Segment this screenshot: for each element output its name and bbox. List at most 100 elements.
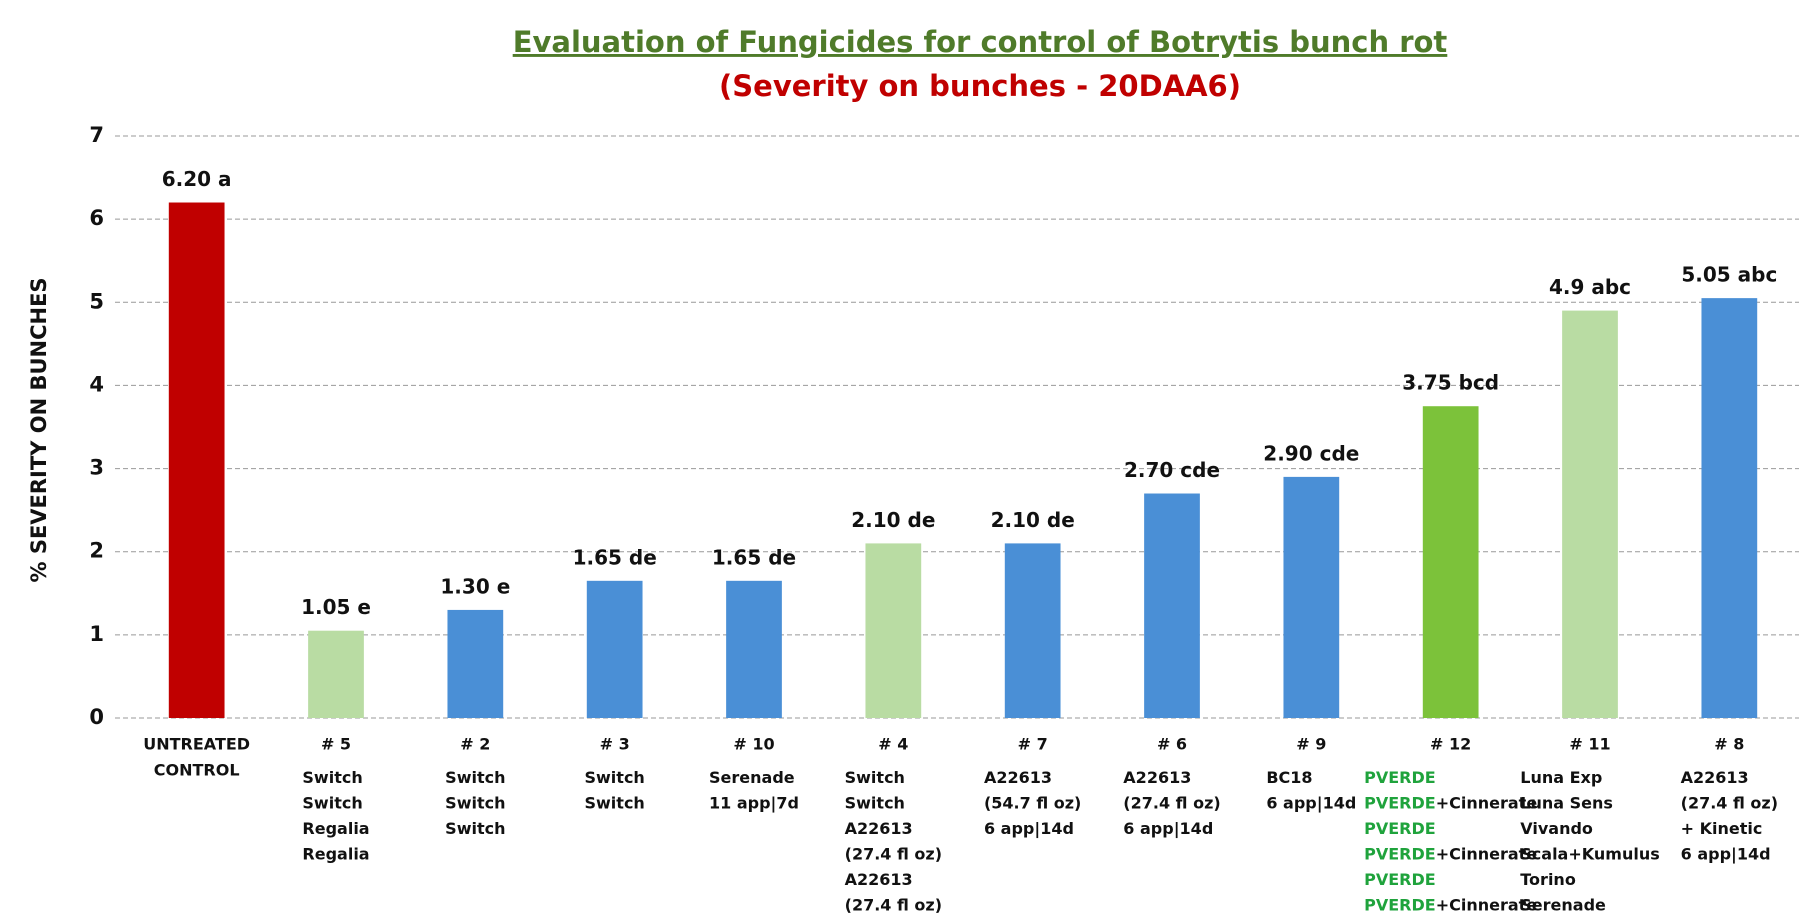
y-tick-label: 4 [89, 372, 104, 396]
treatment-text: PVERDE [1364, 768, 1436, 787]
treatment-text: Switch [445, 768, 505, 787]
treatment-label: (27.4 fl oz) [845, 844, 942, 863]
treatment-text: 6 app|14d [1123, 819, 1213, 839]
treatment-label: 6 app|14d [1123, 819, 1213, 839]
bar [1701, 298, 1758, 718]
treatment-text: Switch [585, 768, 645, 787]
value-label: 1.65 de [712, 545, 796, 569]
treatment-text: Luna Sens [1520, 793, 1613, 812]
x-tick-label: CONTROL [154, 761, 240, 780]
treatment-label: Switch [445, 819, 505, 838]
bar [168, 202, 225, 718]
treatment-text: +Cinnerate [1436, 793, 1538, 812]
treatment-text: Torino [1520, 870, 1576, 889]
treatment-text: + Kinetic [1681, 819, 1763, 838]
x-tick-label: # 6 [1157, 735, 1187, 754]
treatment-label: Torino [1520, 870, 1576, 889]
treatment-label: Scala+Kumulus [1520, 844, 1659, 863]
treatment-label: (27.4 fl oz) [845, 895, 942, 914]
treatment-label: Luna Exp [1520, 768, 1602, 787]
value-label: 2.10 de [991, 508, 1075, 532]
bar [1562, 310, 1618, 718]
treatment-label: PVERDE+Cinnerate [1364, 844, 1537, 863]
treatment-text: 6 app|14d [1681, 844, 1771, 864]
x-tick-label: # 8 [1714, 735, 1744, 754]
treatment-label: Vivando [1520, 819, 1593, 838]
treatment-text: (54.7 fl oz) [984, 793, 1081, 812]
treatment-label: PVERDE+Cinnerate [1364, 895, 1537, 914]
treatment-label: + Kinetic [1681, 819, 1763, 838]
treatment-text: A22613 [845, 870, 913, 889]
treatment-text: Serenade [1520, 895, 1606, 914]
treatment-label: A22613 [984, 768, 1052, 787]
treatment-text: Regalia [302, 844, 369, 863]
x-tick-label: # 7 [1018, 735, 1048, 754]
treatment-label: (27.4 fl oz) [1123, 793, 1220, 812]
treatment-text: A22613 [845, 819, 913, 838]
treatment-text: Regalia [302, 819, 369, 838]
chart-title: Evaluation of Fungicides for control of … [513, 25, 1448, 59]
treatment-text: PVERDE [1364, 844, 1436, 863]
treatment-text: Luna Exp [1520, 768, 1602, 787]
y-tick-label: 2 [89, 539, 104, 563]
value-label: 3.75 bcd [1402, 371, 1499, 395]
treatment-text: (27.4 fl oz) [845, 844, 942, 863]
y-tick-label: 7 [89, 123, 104, 147]
treatment-text: +Cinnerate [1436, 895, 1538, 914]
treatment-label: 11 app|7d [709, 793, 799, 813]
y-tick-label: 1 [89, 622, 104, 646]
treatment-label: A22613 [1681, 768, 1749, 787]
treatment-text: A22613 [984, 768, 1052, 787]
bar [308, 630, 364, 718]
y-tick-label: 3 [89, 456, 104, 480]
treatment-text: Switch [302, 793, 362, 812]
treatment-text: Switch [585, 793, 645, 812]
bar [865, 543, 922, 718]
y-axis-label: % SEVERITY ON BUNCHES [27, 277, 51, 582]
x-tick-label: # 9 [1296, 735, 1326, 754]
treatment-text: Serenade [709, 768, 795, 787]
treatment-text: Vivando [1520, 819, 1593, 838]
x-tick-label: # 12 [1430, 735, 1471, 754]
treatment-label: 6 app|14d [1266, 793, 1356, 813]
bar [586, 580, 643, 718]
treatment-label: Switch [585, 793, 645, 812]
treatment-label: Luna Sens [1520, 793, 1613, 812]
treatment-text: PVERDE [1364, 870, 1436, 889]
treatment-text: A22613 [1123, 768, 1191, 787]
treatment-label: PVERDE [1364, 768, 1436, 787]
treatment-label: Switch [302, 793, 362, 812]
x-tick-label: # 5 [321, 735, 351, 754]
treatment-label: Regalia [302, 844, 369, 863]
bar [1283, 476, 1340, 718]
treatment-label: Serenade [1520, 895, 1606, 914]
value-label: 6.20 a [162, 167, 232, 191]
treatment-label: PVERDE+Cinnerate [1364, 793, 1537, 812]
treatment-label: PVERDE [1364, 819, 1436, 838]
chart-subtitle: (Severity on bunches - 20DAA6) [719, 69, 1241, 103]
treatment-label: Switch [845, 768, 905, 787]
y-tick-label: 5 [89, 289, 104, 313]
x-tick-label: # 11 [1569, 735, 1610, 754]
y-tick-label: 6 [89, 206, 104, 230]
treatment-label: Switch [302, 768, 362, 787]
bar [1422, 406, 1479, 718]
value-label: 1.05 e [301, 595, 371, 619]
bar [447, 609, 504, 718]
x-tick-label: # 2 [460, 735, 490, 754]
treatment-text: (27.4 fl oz) [845, 895, 942, 914]
treatment-text: BC18 [1266, 768, 1312, 787]
treatment-text: Switch [445, 819, 505, 838]
treatment-text: 6 app|14d [1266, 793, 1356, 813]
treatment-text: Switch [845, 793, 905, 812]
x-tick-label: # 4 [878, 735, 908, 754]
treatment-text: PVERDE [1364, 895, 1436, 914]
value-label: 1.65 de [573, 545, 657, 569]
x-tick-label: UNTREATED [143, 735, 250, 754]
treatment-label: Serenade [709, 768, 795, 787]
treatment-label: PVERDE [1364, 870, 1436, 889]
treatment-text: PVERDE [1364, 819, 1436, 838]
treatment-label: 6 app|14d [1681, 844, 1771, 864]
value-label: 2.10 de [851, 508, 935, 532]
